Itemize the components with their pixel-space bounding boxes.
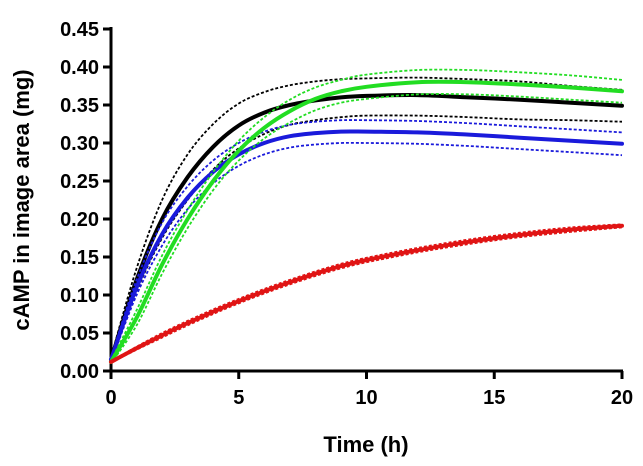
y-tick-label: 0.15 bbox=[60, 247, 99, 269]
series-layer bbox=[109, 68, 624, 364]
series-1-line bbox=[109, 129, 624, 362]
x-tick-label: 0 bbox=[105, 387, 116, 409]
x-tick-label: 5 bbox=[233, 387, 244, 409]
series-3-lower-bound bbox=[110, 226, 623, 364]
y-tick-label: 0.30 bbox=[60, 133, 99, 155]
series-2 bbox=[109, 68, 624, 364]
y-tick-label: 0.20 bbox=[60, 209, 99, 231]
y-tick-label: 0.25 bbox=[60, 171, 99, 193]
series-1 bbox=[109, 119, 624, 363]
y-tick-label: 0.00 bbox=[60, 361, 99, 383]
x-tick-label: 15 bbox=[483, 387, 505, 409]
axes: 0.00 0.05 0.10 0.15 0.20 0.25 0.30 0.35 0.40 0.45… bbox=[60, 19, 633, 409]
y-tick-label: 0.10 bbox=[60, 285, 99, 307]
y-axis-title: cAMP in image area (mg) bbox=[9, 69, 34, 330]
series-3-line bbox=[109, 223, 624, 364]
series-1-lower-bound bbox=[110, 141, 623, 363]
x-tick-label: 10 bbox=[355, 387, 377, 409]
series-1-upper-bound bbox=[110, 119, 623, 358]
series-2-upper-bound bbox=[110, 68, 623, 361]
x-tick-label: 20 bbox=[611, 387, 633, 409]
y-tick-label: 0.40 bbox=[60, 57, 99, 79]
series-0-upper-bound bbox=[110, 76, 623, 358]
series-0-line bbox=[109, 93, 624, 362]
y-tick-label: 0.05 bbox=[60, 323, 99, 345]
y-tick-label: 0.45 bbox=[60, 19, 99, 41]
y-tick-label: 0.35 bbox=[60, 95, 99, 117]
x-axis-title: Time (h) bbox=[323, 432, 408, 457]
series-3-upper-bound bbox=[110, 223, 623, 362]
series-2-line bbox=[109, 79, 624, 364]
series-3 bbox=[109, 223, 624, 364]
series-2-lower-bound bbox=[110, 93, 623, 364]
